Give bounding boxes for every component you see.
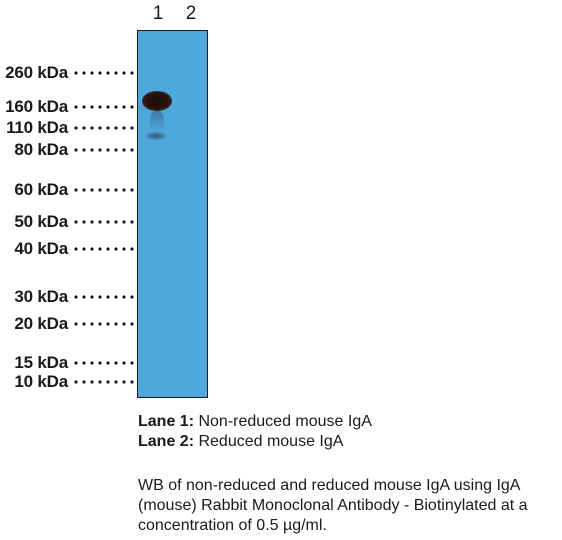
marker-label: 50 kDa <box>14 212 68 231</box>
lane-number-1: 1 <box>152 3 164 24</box>
marker-60: 60 kDa <box>0 180 136 200</box>
marker-80: 80 kDa <box>0 140 136 160</box>
marker-label: 260 kDa <box>5 63 68 82</box>
legend-lane-2: Lane 2: Reduced mouse IgA <box>138 432 372 452</box>
figure-caption: WB of non-reduced and reduced mouse IgA … <box>138 477 528 534</box>
legend-lane-2-key: Lane 2: <box>138 433 195 450</box>
lane1-faint-band <box>146 132 166 140</box>
marker-20: 20 kDa <box>0 314 136 334</box>
marker-label: 160 kDa <box>5 97 68 116</box>
marker-dots <box>72 380 134 384</box>
marker-30: 30 kDa <box>0 287 136 307</box>
marker-40: 40 kDa <box>0 239 136 259</box>
legend-lane-1: Lane 1: Non-reduced mouse IgA <box>138 412 372 432</box>
marker-dots <box>72 322 134 326</box>
legend-lane-1-text: Non-reduced mouse IgA <box>194 413 372 430</box>
lane-legend: Lane 1: Non-reduced mouse IgA Lane 2: Re… <box>138 412 372 452</box>
marker-50: 50 kDa <box>0 212 136 232</box>
marker-dots <box>72 361 134 365</box>
marker-label: 60 kDa <box>14 180 68 199</box>
marker-label: 40 kDa <box>14 239 68 258</box>
marker-15: 15 kDa <box>0 353 136 373</box>
lane1-smear <box>150 111 164 133</box>
marker-label: 110 kDa <box>6 118 68 137</box>
marker-label: 80 kDa <box>14 140 68 159</box>
marker-label: 30 kDa <box>14 287 68 306</box>
marker-dots <box>72 126 134 130</box>
lane-number-2: 2 <box>185 3 197 24</box>
legend-lane-1-key: Lane 1: <box>138 413 195 430</box>
marker-160: 160 kDa <box>0 97 136 117</box>
legend-lane-2-text: Reduced mouse IgA <box>194 433 344 450</box>
marker-dots <box>72 188 134 192</box>
marker-dots <box>72 71 134 75</box>
marker-dots <box>72 105 134 109</box>
marker-label: 15 kDa <box>14 353 68 372</box>
marker-dots <box>72 247 134 251</box>
marker-dots <box>72 295 134 299</box>
marker-dots <box>72 148 134 152</box>
marker-dots <box>72 220 134 224</box>
marker-label: 20 kDa <box>14 314 68 333</box>
marker-label: 10 kDa <box>14 372 68 391</box>
marker-110: 110 kDa <box>0 118 136 138</box>
blot-membrane <box>137 30 208 398</box>
marker-260: 260 kDa <box>0 63 136 83</box>
lane1-main-band <box>142 91 172 111</box>
marker-10: 10 kDa <box>0 372 136 392</box>
